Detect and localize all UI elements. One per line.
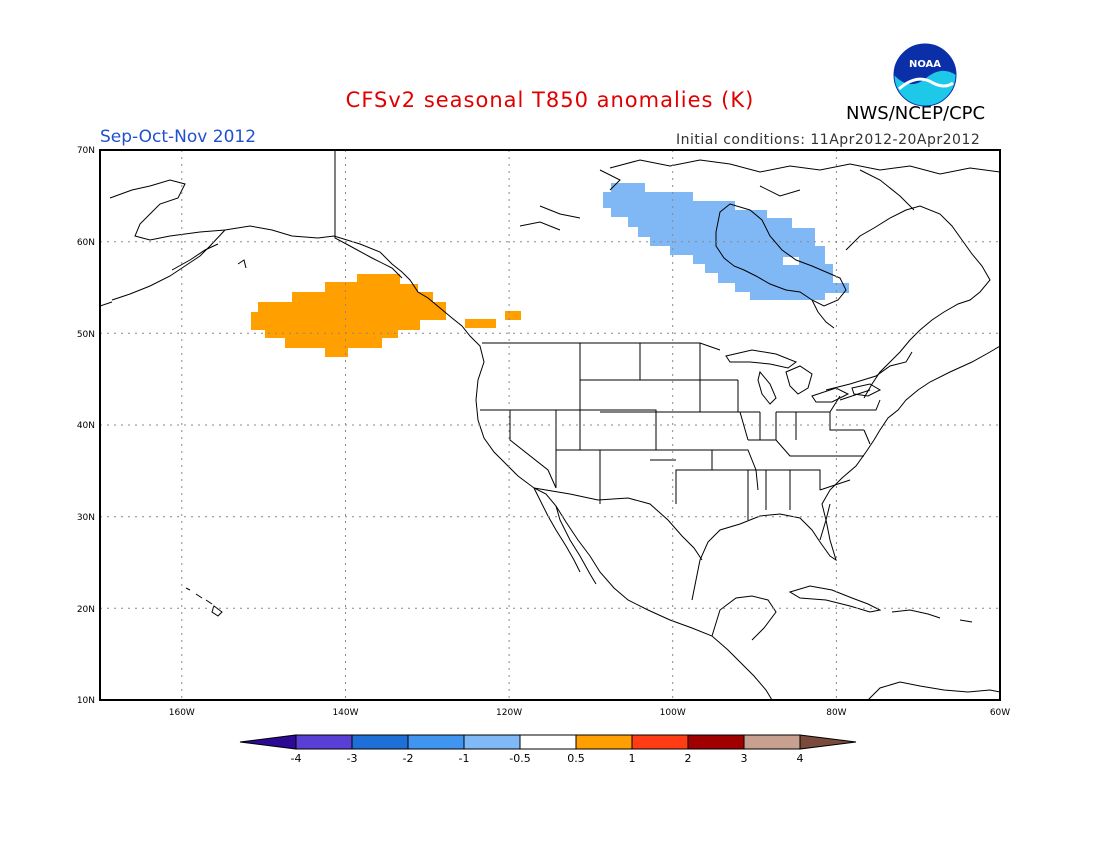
season-label: Sep-Oct-Nov 2012 [100,127,257,147]
lon-label: 140W [332,708,358,718]
initial-conditions-label: Initial conditions: 11Apr2012-20Apr2012 [676,132,981,148]
colorbar-swatch [631,734,689,750]
lon-label: 120W [496,708,522,718]
colorbar-label: 4 [797,752,804,765]
logo-text: NOAA [909,59,941,70]
colorbar-swatch [407,734,465,750]
colorbar-label: -0.5 [509,752,530,765]
lat-label: 70N [77,146,95,156]
colorbar-swatch [575,734,633,750]
lat-label: 60N [77,238,95,248]
lat-label: 10N [77,696,95,706]
chart-title: CFSv2 seasonal T850 anomalies (K) [345,88,755,112]
colorbar-upper-arrow [799,734,857,750]
lon-label: 160W [169,708,195,718]
colorbar-swatch [351,734,409,750]
border-layer [334,150,913,561]
lon-label: 60W [990,708,1010,718]
lon-label: 80W [826,708,846,718]
warm-anomaly-patch [505,311,521,320]
colorbar-label: 2 [685,752,692,765]
colorbar-swatch [687,734,745,750]
lat-label: 40N [77,421,95,431]
colorbar-label: -3 [347,752,358,765]
colorbar-label: -4 [291,752,302,765]
lon-label: 100W [660,708,686,718]
coastline-layer [100,159,1000,700]
colorbar-swatch [743,734,801,750]
anomaly-layer [251,183,849,357]
cold-anomaly-hudson-bay [603,183,849,300]
lat-label: 20N [77,605,95,615]
map-frame [99,149,1001,701]
warm-anomaly-gulf-of-alaska [251,274,446,357]
lat-label: 50N [77,330,95,340]
colorbar-lower-arrow [239,734,297,750]
colorbar: -4 -3 -2 -1 -0.5 0.5 1 2 3 4 [239,734,857,765]
colorbar-swatch [295,734,353,750]
colorbar-label: 0.5 [567,752,585,765]
colorbar-label: 3 [741,752,748,765]
graticule [100,150,1000,700]
lat-label: 30N [77,513,95,523]
colorbar-swatch [463,734,521,750]
anomaly-gap [783,257,799,265]
colorbar-swatch [519,734,577,750]
warm-anomaly-patch [465,319,496,328]
colorbar-label: 1 [629,752,636,765]
colorbar-label: -2 [403,752,414,765]
colorbar-label: -1 [459,752,470,765]
longitude-labels: 160W 140W 120W 100W 80W 60W [169,708,1011,718]
noaa-logo-icon: NOAA [893,43,957,107]
agency-label: NWS/NCEP/CPC [846,103,986,124]
latitude-labels: 70N 60N 50N 40N 30N 20N 10N [77,146,95,706]
